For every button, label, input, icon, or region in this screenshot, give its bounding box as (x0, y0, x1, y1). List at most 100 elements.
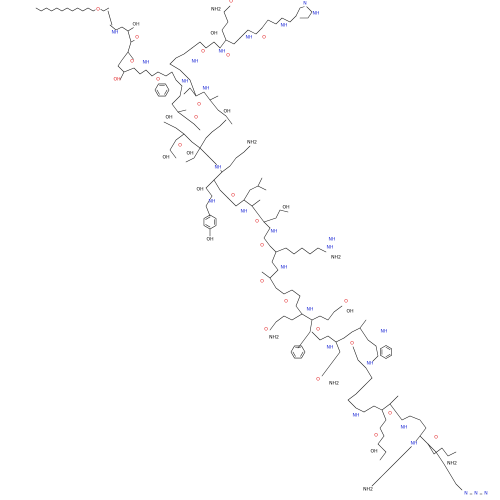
atom-label-oxygen-15: O (201, 49, 205, 55)
atom-label-amine_nh2-31: NH2 (247, 140, 257, 146)
bond-46 (295, 295, 303, 315)
bond-5 (117, 51, 129, 81)
atom-label-halo (283, 205, 289, 211)
atom-label-imidazole_nh-25: NH (313, 11, 320, 17)
atom-label-amine_nh-56: NH (367, 361, 374, 367)
atom-label-hydroxyl-11: OH (223, 109, 230, 115)
bond-18 (191, 41, 221, 49)
atom-label-amine_nh-46: NH (307, 307, 314, 313)
bond-32 (203, 214, 217, 230)
atom-label-halo (182, 79, 188, 85)
atom-label-amine_nh2-54: NH2 (329, 381, 339, 387)
atom-label-halo (246, 35, 252, 41)
atom-label-halo (193, 115, 199, 121)
bond-43 (275, 247, 327, 255)
atom-label-halo (200, 49, 206, 55)
bond-51 (300, 351, 304, 357)
atom-label-amine_nh-21: NH (246, 35, 253, 41)
atom-label-halo (411, 441, 417, 447)
bond-52 (292, 351, 296, 357)
atom-label-oxygen-26: O (178, 143, 182, 149)
atom-label-amine_nh2-48: NH2 (269, 335, 279, 341)
atom-label-halo (259, 243, 265, 249)
atom-label-hydroxyl-37: OH (282, 205, 289, 211)
atom-label-halo (353, 413, 359, 419)
atom-label-halo (134, 35, 140, 41)
atom-label-imidazole_n-24: N (303, 1, 306, 7)
atom-label-oxygen-45: O (284, 299, 288, 305)
atom-label-oxygen-63: O (434, 435, 438, 441)
atom-label-oxygen-49: O (344, 299, 348, 305)
bond-30 (213, 179, 229, 199)
atom-label-nitrogen-69: N (484, 491, 487, 497)
atom-label-halo (315, 377, 321, 383)
atom-label-halo (215, 165, 221, 171)
atom-label-halo (187, 151, 193, 157)
atom-label-halo (196, 102, 202, 108)
atom-label-hydroxyl-34: OH (206, 237, 213, 243)
atom-label-halo (401, 425, 407, 431)
bond-50 (290, 345, 306, 359)
atom-label-halo (143, 60, 149, 66)
bond-20 (221, 5, 231, 41)
bond-34 (205, 216, 211, 220)
bond-42 (263, 227, 277, 253)
atom-label-halo (228, 0, 234, 5)
bond-68 (377, 435, 387, 461)
atom-label-halo (327, 245, 333, 251)
atom-label-hydroxyl-30: OH (196, 187, 203, 193)
bond-23 (295, 5, 313, 19)
bond-31 (205, 195, 213, 217)
bond-10 (171, 95, 187, 113)
atom-label-halo (129, 59, 135, 65)
atom-label-halo (197, 187, 203, 193)
atom-label-oxygen-3: O (135, 35, 139, 41)
atom-label-halo (331, 381, 337, 387)
atom-label-halo (166, 115, 172, 121)
atom-label-amine_nh2-41: NH2 (331, 255, 341, 261)
atom-label-halo (230, 193, 236, 199)
atom-label-halo (114, 77, 120, 83)
bond-12 (169, 63, 197, 97)
bond-17 (169, 47, 193, 65)
bond-59 (385, 354, 391, 357)
atom-label-amine_nh-17: NH (219, 49, 226, 55)
atom-label-oxygen-61: O (374, 433, 378, 439)
bond-40 (251, 205, 271, 229)
atom-label-amine_nh-52: NH (327, 345, 334, 351)
atom-label-halo (433, 435, 439, 441)
bond-55 (321, 341, 341, 377)
bond-44 (261, 251, 279, 279)
atom-label-amine_nh-44: NH (281, 265, 288, 271)
bond-26 (185, 147, 201, 163)
atom-label-oxygen-19: O (229, 0, 233, 5)
bond-6 (123, 67, 159, 77)
bond-66 (389, 403, 411, 421)
atom-label-halo (367, 361, 373, 367)
atom-label-hydroxyl-12: OH (165, 115, 172, 121)
atom-label-amine_nh-23: NH (281, 23, 288, 29)
atom-label-oxygen-9: O (197, 102, 201, 108)
atom-label-halo (224, 109, 230, 115)
bond-25 (169, 133, 185, 159)
bond-41 (263, 209, 289, 223)
bond-14 (164, 89, 168, 95)
atom-label-oxygen-39: O (260, 243, 264, 249)
atom-label-halo (213, 7, 219, 13)
atom-label-amine_nh-35: NH (241, 209, 248, 215)
atom-label-halo (449, 461, 455, 467)
atom-label-hydroxyl-27: OH (162, 155, 169, 161)
atom-label-hydroxyl-50: OH (346, 309, 353, 315)
atom-label-oxygen-7: O (156, 77, 160, 83)
atom-label-amine_nh-38: NH (271, 229, 278, 235)
atom-label-halo (192, 59, 198, 65)
bond-56 (343, 319, 367, 339)
atom-label-oxygen-13: O (194, 115, 198, 121)
bond-48 (301, 305, 343, 321)
bond-63 (351, 343, 373, 379)
atom-label-halo (483, 491, 489, 497)
atom-label-oxygen-0: O (96, 7, 100, 13)
atom-label-hydroxyl-62: OH (370, 449, 377, 455)
atom-label-oxygen-51: O (316, 327, 320, 333)
